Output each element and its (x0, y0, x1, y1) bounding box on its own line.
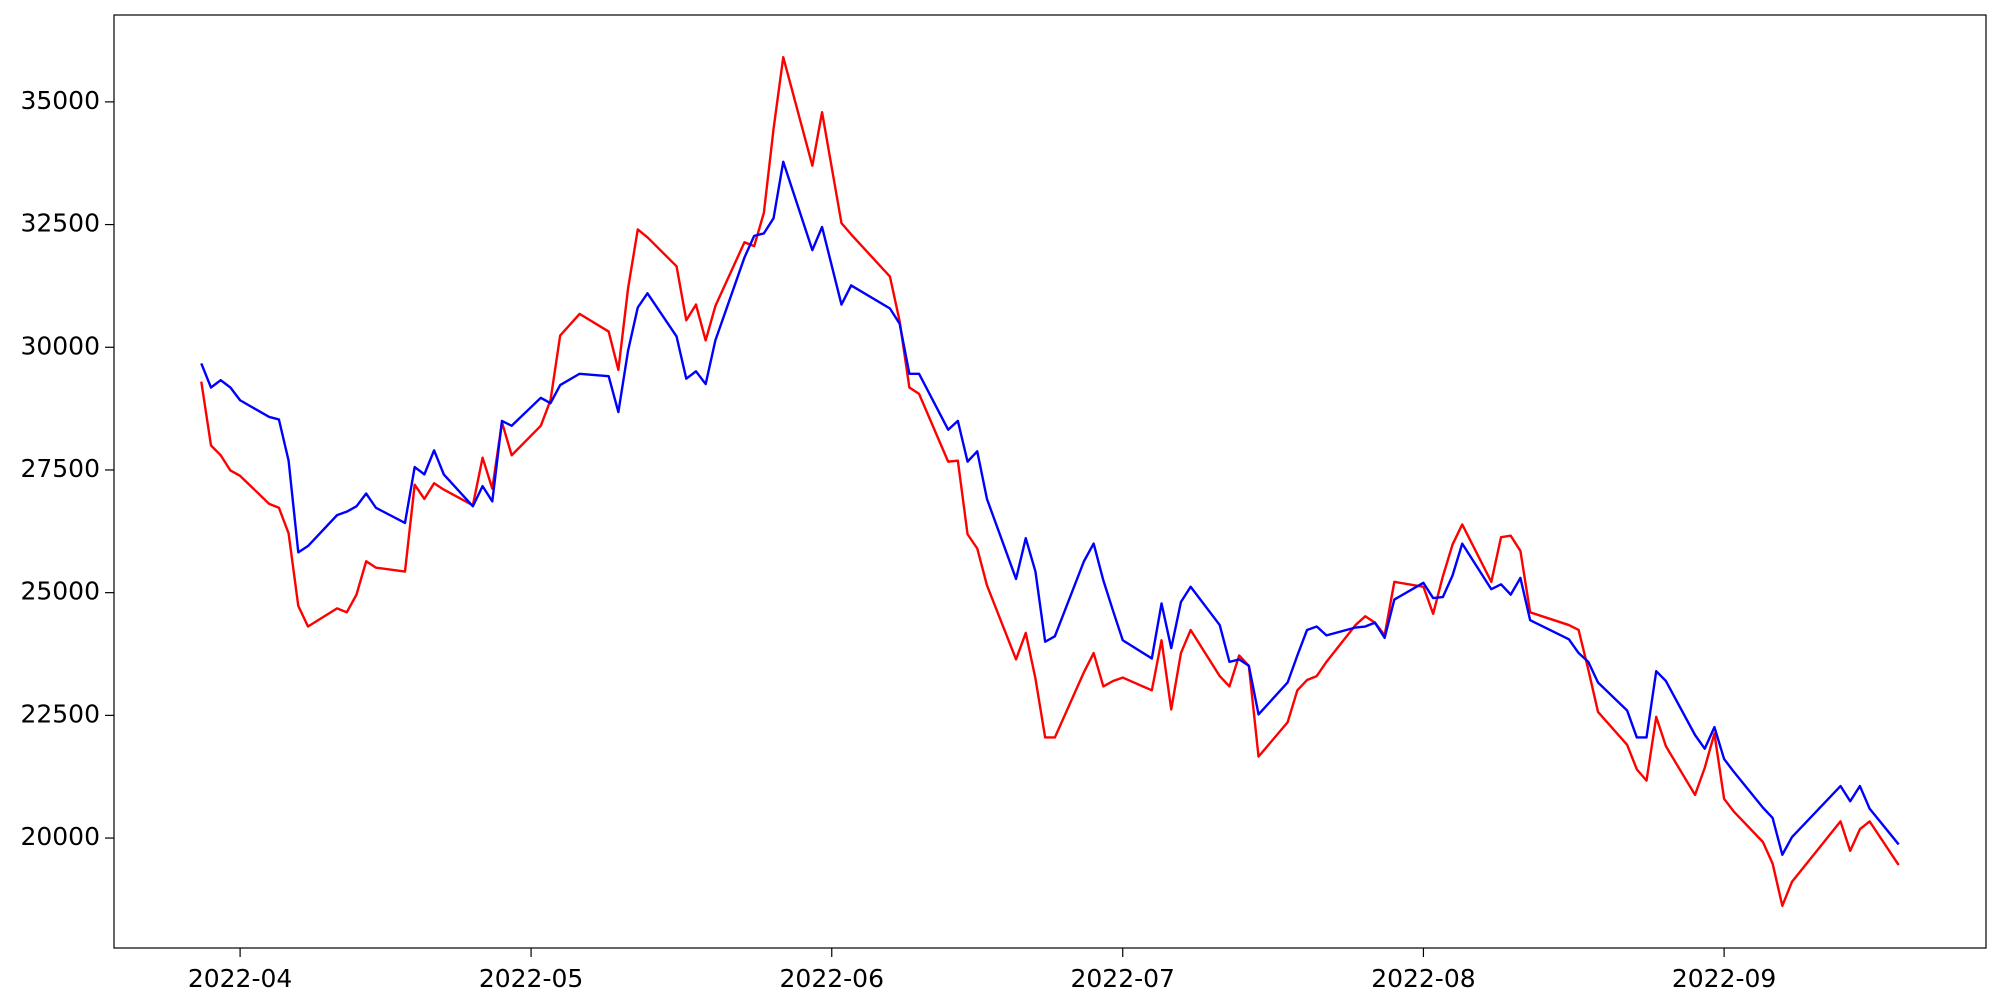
y-tick-label: 32500 (20, 209, 100, 238)
plot-frame (113, 14, 1987, 949)
y-tick-label: 25000 (20, 577, 100, 606)
y-tick-label: 30000 (20, 331, 100, 360)
series-line (200, 160, 1900, 856)
y-tick-label: 20000 (20, 822, 100, 851)
x-tick-label: 2022-08 (1371, 964, 1475, 993)
x-tick-label: 2022-06 (780, 964, 884, 993)
x-tick-label: 2022-09 (1672, 964, 1776, 993)
x-tick-label: 2022-05 (479, 964, 583, 993)
y-tick-label: 35000 (20, 86, 100, 115)
y-tick-label: 27500 (20, 454, 100, 483)
x-tick-label: 2022-07 (1071, 964, 1175, 993)
x-tick-label: 2022-04 (188, 964, 292, 993)
y-tick-label: 22500 (20, 699, 100, 728)
